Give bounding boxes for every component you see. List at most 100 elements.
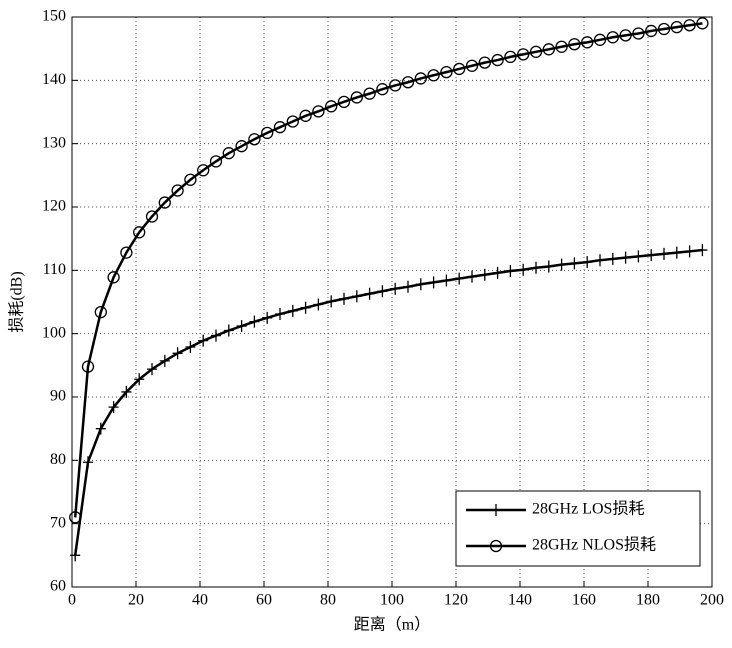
marker xyxy=(275,308,285,321)
marker xyxy=(620,251,631,264)
marker xyxy=(107,271,120,284)
marker xyxy=(145,210,159,223)
marker xyxy=(505,264,516,277)
marker xyxy=(197,164,210,177)
marker xyxy=(696,17,709,30)
marker xyxy=(350,91,363,104)
series-line xyxy=(73,22,703,518)
marker xyxy=(489,539,503,553)
x-tick-label: 100 xyxy=(380,592,404,609)
marker xyxy=(683,19,696,32)
x-tick-label: 200 xyxy=(700,592,724,609)
marker xyxy=(339,292,349,305)
marker xyxy=(121,385,132,398)
marker xyxy=(659,247,669,260)
marker xyxy=(351,290,362,303)
marker xyxy=(134,373,145,386)
legend-label: 28GHz NLOS损耗 xyxy=(532,536,656,554)
marker xyxy=(556,258,567,271)
marker xyxy=(326,295,337,308)
legend-label: 28GHz LOS损耗 xyxy=(532,500,644,518)
marker xyxy=(440,65,453,79)
marker xyxy=(95,422,106,435)
marker xyxy=(645,24,658,38)
marker xyxy=(568,38,581,51)
y-tick-label: 60 xyxy=(50,578,66,595)
marker xyxy=(441,274,452,287)
marker xyxy=(364,287,375,300)
marker xyxy=(619,29,632,42)
marker xyxy=(581,36,594,49)
y-tick-label: 130 xyxy=(42,134,66,151)
marker xyxy=(211,329,221,342)
marker xyxy=(465,59,479,72)
x-tick-label: 180 xyxy=(636,592,660,609)
marker xyxy=(593,33,607,46)
marker xyxy=(223,324,234,337)
marker xyxy=(542,43,555,56)
y-tick-label: 80 xyxy=(50,451,66,468)
marker xyxy=(70,549,81,562)
marker xyxy=(171,184,184,197)
marker xyxy=(261,126,274,140)
marker xyxy=(313,298,324,311)
marker xyxy=(325,100,338,113)
x-tick-label: 120 xyxy=(444,592,468,609)
marker xyxy=(147,363,157,376)
x-axis-label: 距离（m） xyxy=(354,616,430,634)
marker xyxy=(235,140,248,153)
x-tick-label: 40 xyxy=(192,592,208,609)
marker xyxy=(81,360,95,373)
marker xyxy=(671,246,682,259)
marker xyxy=(401,76,415,89)
x-tick-label: 80 xyxy=(320,592,336,609)
marker xyxy=(607,252,618,265)
y-tick-label: 120 xyxy=(42,198,66,215)
marker xyxy=(633,250,644,263)
marker xyxy=(491,504,501,516)
marker xyxy=(159,354,170,367)
marker xyxy=(657,22,671,36)
marker xyxy=(684,245,695,258)
marker xyxy=(337,95,351,109)
marker xyxy=(543,260,554,273)
marker xyxy=(467,270,477,283)
marker xyxy=(555,40,568,53)
marker xyxy=(300,301,311,314)
marker xyxy=(427,69,440,82)
marker xyxy=(491,53,504,67)
marker xyxy=(209,155,223,168)
marker xyxy=(249,315,260,328)
marker xyxy=(184,173,197,186)
y-tick-label: 140 xyxy=(42,71,66,88)
marker xyxy=(453,62,466,76)
legend-box xyxy=(455,490,701,567)
marker xyxy=(198,334,209,347)
marker xyxy=(376,83,389,96)
marker xyxy=(390,282,401,295)
marker xyxy=(414,72,427,85)
marker xyxy=(670,20,683,34)
marker xyxy=(172,347,183,360)
x-tick-label: 160 xyxy=(572,592,596,609)
y-tick-label: 110 xyxy=(43,261,66,278)
marker xyxy=(697,244,708,257)
marker xyxy=(529,45,543,58)
y-tick-label: 150 xyxy=(42,8,66,25)
y-tick-label: 90 xyxy=(50,388,66,405)
marker xyxy=(389,79,402,92)
marker xyxy=(632,27,645,40)
marker xyxy=(158,196,171,209)
y-tick-label: 70 xyxy=(50,514,66,531)
marker xyxy=(287,304,298,317)
marker xyxy=(222,147,235,160)
marker xyxy=(69,511,82,524)
marker xyxy=(312,105,325,118)
marker xyxy=(569,257,580,270)
marker xyxy=(363,87,376,100)
y-axis-label: 损耗(dB) xyxy=(8,271,26,332)
marker xyxy=(133,226,146,239)
marker xyxy=(94,305,107,319)
marker xyxy=(646,249,657,262)
marker xyxy=(479,268,490,281)
